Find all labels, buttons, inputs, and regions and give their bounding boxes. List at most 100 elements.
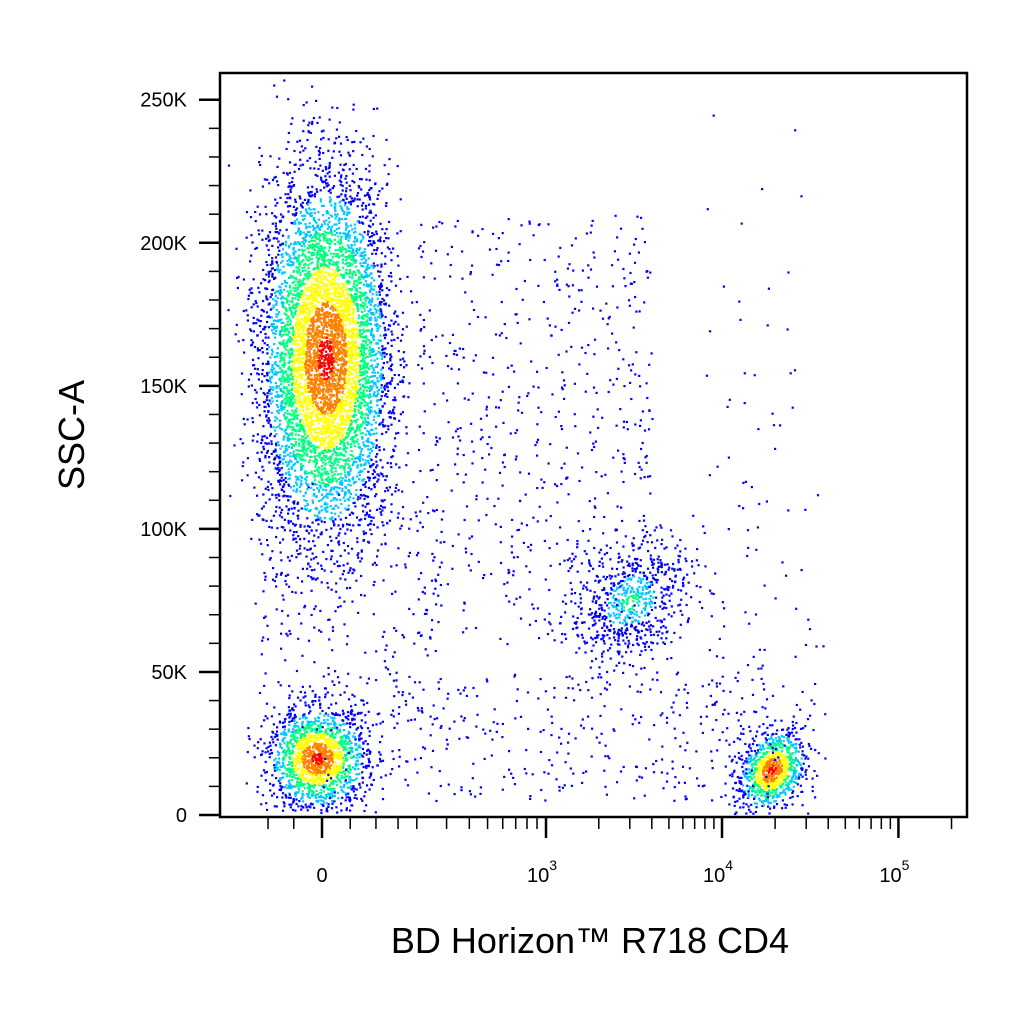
event-dot — [324, 234, 327, 237]
event-dot — [322, 488, 325, 491]
event-dot — [341, 309, 344, 312]
event-dot — [309, 225, 312, 229]
event-dot — [280, 467, 283, 470]
event-dot — [345, 190, 348, 193]
event-dot — [308, 525, 311, 529]
event-dot — [255, 322, 258, 325]
event-dot — [305, 305, 308, 308]
event-dot — [317, 260, 320, 263]
event-dot — [352, 335, 355, 338]
event-dot — [284, 353, 287, 356]
event-dot — [337, 331, 340, 334]
event-dot — [360, 252, 363, 255]
event-dot — [314, 393, 317, 396]
event-dot — [350, 396, 353, 399]
event-dot — [315, 377, 318, 380]
event-dot — [339, 310, 342, 313]
event-dot — [339, 498, 342, 501]
event-dot — [379, 459, 382, 462]
event-dot — [372, 613, 375, 616]
event-dot — [306, 488, 309, 491]
event-dot — [348, 392, 351, 395]
event-dot — [353, 405, 356, 408]
event-dot — [303, 399, 306, 402]
event-dot — [308, 429, 311, 432]
event-dot — [342, 232, 345, 235]
event-dot — [318, 359, 322, 362]
event-dot — [358, 215, 361, 219]
event-dot — [334, 425, 337, 428]
event-dot — [393, 396, 396, 399]
event-dot — [371, 265, 375, 268]
event-dot — [336, 316, 339, 319]
event-dot — [293, 221, 296, 224]
event-dot — [364, 463, 367, 466]
event-dot — [326, 172, 329, 175]
event-dot — [318, 153, 321, 156]
event-dot — [333, 417, 336, 421]
event-dot — [313, 408, 316, 411]
event-dot — [306, 435, 309, 438]
event-dot — [323, 230, 326, 233]
event-dot — [261, 351, 264, 354]
event-dot — [256, 305, 259, 308]
event-dot — [324, 255, 327, 258]
event-dot — [351, 199, 354, 203]
event-dot — [338, 348, 341, 352]
event-dot — [323, 186, 326, 189]
event-dot — [316, 393, 319, 396]
event-dot — [343, 454, 346, 457]
event-dot — [306, 353, 309, 356]
event-dot — [344, 450, 347, 453]
event-dot — [336, 306, 339, 309]
event-dot — [304, 321, 307, 324]
event-dot — [319, 278, 322, 281]
event-dot — [380, 265, 383, 268]
event-dot — [330, 354, 333, 357]
event-dot — [246, 319, 249, 322]
event-dot — [323, 402, 326, 405]
event-dot — [359, 366, 362, 369]
event-dot — [285, 147, 288, 151]
event-dot — [339, 466, 342, 469]
event-dot — [291, 418, 294, 421]
event-dot — [304, 396, 307, 399]
event-dot — [328, 378, 331, 381]
event-dot — [319, 262, 322, 266]
event-dot — [373, 313, 376, 316]
event-dot — [348, 268, 351, 272]
event-dot — [370, 428, 373, 431]
event-dot — [349, 419, 352, 422]
event-dot — [370, 450, 374, 453]
event-dot — [332, 466, 335, 469]
event-dot — [308, 157, 312, 160]
event-dots — [227, 79, 827, 816]
event-dot — [340, 241, 343, 245]
event-dot — [312, 293, 315, 296]
event-dot — [359, 560, 362, 563]
event-dot — [266, 315, 269, 318]
event-dot — [331, 278, 334, 281]
event-dot — [334, 306, 337, 309]
event-dot — [315, 382, 318, 385]
event-dot — [334, 287, 337, 290]
event-dot — [315, 370, 318, 373]
event-dot — [313, 208, 316, 211]
event-dot — [302, 252, 305, 255]
event-dot — [423, 349, 426, 352]
event-dot — [293, 502, 296, 505]
event-dot — [336, 213, 339, 216]
event-dot — [310, 367, 313, 370]
event-dot — [382, 475, 385, 478]
event-dot — [393, 312, 396, 315]
event-dot — [310, 335, 313, 338]
event-dot — [302, 282, 305, 285]
event-dot — [270, 324, 273, 327]
event-dot — [332, 414, 335, 417]
event-dot — [308, 121, 311, 124]
event-dot — [364, 459, 367, 462]
event-dot — [364, 302, 367, 305]
event-dot — [276, 399, 279, 403]
event-dot — [373, 249, 376, 252]
event-dot — [332, 333, 336, 336]
